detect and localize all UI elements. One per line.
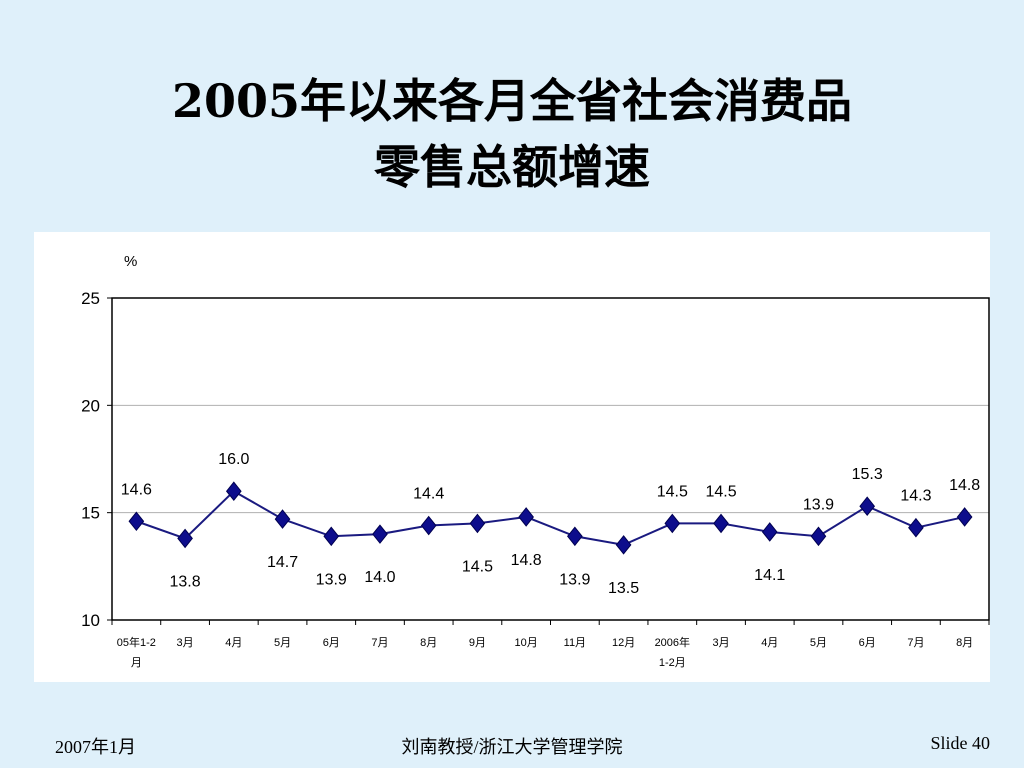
data-label: 14.7 [267,554,298,571]
x-tick-label: 6月 [323,637,340,649]
data-point-marker [810,526,827,547]
x-tick-label: 6月 [859,637,876,649]
y-axis-unit-label: % [124,253,137,270]
x-tick-label: 3月 [712,637,729,649]
chart-panel: 10 15 20 25% 05年1-2 月 3月 4月 5月 6月 7月 8月 9月 10月 11月 12月 2… [34,232,990,682]
slide-title: 2005年以来各月全省社会消费品 零售总额增速 [0,68,1024,200]
data-label: 13.5 [608,580,639,597]
data-label: 13.9 [803,496,834,513]
x-tick-label: 11月 [564,637,586,649]
x-tick-label: 月 [131,657,142,669]
x-tick-label: 1-2月 [659,657,686,669]
x-tick-label: 7月 [371,637,388,649]
x-tick-label: 7月 [907,637,924,649]
x-tick-label: 9月 [469,637,486,649]
data-point-marker [274,509,291,529]
title-line-2: 零售总额增速 [374,140,650,194]
footer-slide-number: Slide 40 [930,733,990,753]
data-label: 14.5 [462,558,493,575]
data-point-marker [908,517,924,538]
data-label: 14.5 [657,483,688,500]
x-tick-label: 4月 [761,637,778,649]
x-tick-label: 4月 [225,637,242,649]
data-label: 14.0 [364,569,395,586]
x-tick-label: 5月 [274,637,291,649]
x-tick-label: 8月 [420,637,437,649]
x-tick-label: 8月 [956,637,973,649]
data-point-marker [567,526,583,547]
line-chart: 10 15 20 25% 05年1-2 月 3月 4月 5月 6月 7月 8月 9月 10月 11月 12月 2… [81,253,990,669]
data-label: 14.6 [121,481,152,498]
data-label: 14.8 [949,477,980,494]
data-label: 14.4 [413,486,444,503]
data-label: 15.3 [852,466,883,483]
data-point-marker [128,511,145,532]
data-point-marker [469,513,486,534]
x-tick-label: 3月 [177,637,194,649]
x-tick-label: 12月 [612,637,635,649]
data-point-marker [323,526,340,547]
title-line-1: 2005年以来各月全省社会消费品 [171,74,853,128]
y-tick-label: 20 [81,396,100,415]
data-point-marker [420,515,437,536]
data-point-marker [372,524,388,544]
data-label: 13.9 [559,571,590,588]
y-tick-label: 25 [81,289,100,308]
data-point-marker [956,507,973,527]
data-point-marker [615,535,632,555]
data-point-marker [761,522,778,542]
data-point-marker [225,481,242,502]
y-tick-label: 15 [81,504,100,523]
data-point-marker [713,513,729,534]
x-tick-label: 05年1-2 [117,635,156,649]
data-label: 14.1 [754,567,785,584]
data-point-marker [664,513,681,534]
data-label: 14.3 [900,488,931,505]
data-point-marker [518,507,534,527]
footer-date: 2007年1月 [55,737,136,757]
data-point-marker [177,528,193,549]
x-tick-label: 5月 [810,637,827,649]
data-label: 13.9 [316,571,347,588]
y-tick-label: 10 [81,611,100,630]
footer-author: 刘南教授/浙江大学管理学院 [401,737,623,757]
x-tick-label: 2006年 [655,635,690,649]
series-line [136,489,965,546]
x-tick-label: 10月 [515,637,538,649]
data-label: 16.0 [218,451,249,468]
data-label: 14.5 [705,483,736,500]
data-label: 13.8 [170,573,201,590]
data-label: 14.8 [511,552,542,569]
data-point-marker [859,496,876,517]
